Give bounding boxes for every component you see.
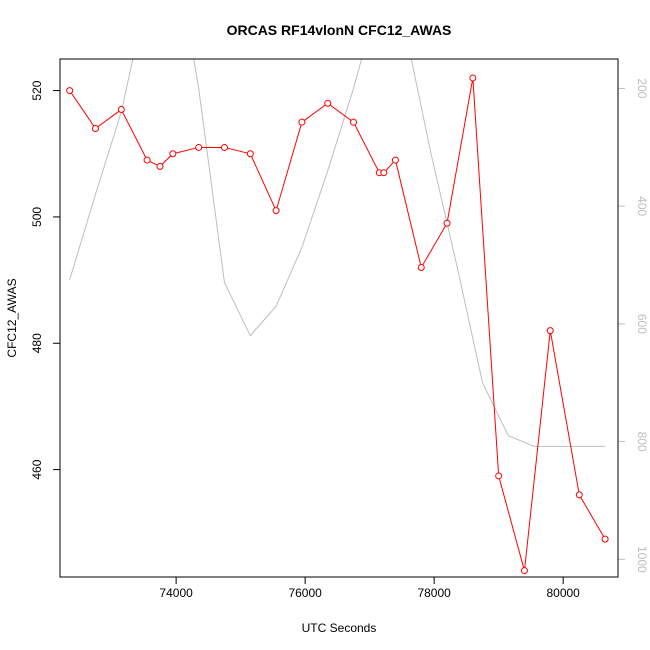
data-point: [546, 327, 554, 335]
data-point: [156, 162, 164, 170]
y-tick-label: 500: [30, 207, 44, 227]
plot-frame: [59, 58, 619, 578]
data-point: [443, 219, 451, 227]
x-tick-label: 74000: [159, 586, 193, 600]
data-point: [195, 143, 203, 151]
chart-title: ORCAS RF14vlonN CFC12_AWAS: [227, 22, 452, 38]
y-tick-label: 480: [30, 333, 44, 353]
primary-series: [66, 74, 609, 575]
data-point: [469, 74, 477, 82]
data-point: [220, 143, 228, 151]
data-point: [91, 124, 99, 132]
data-point: [272, 207, 280, 215]
data-point: [298, 118, 306, 126]
data-point: [324, 99, 332, 107]
y-axis: 460 480 500 520: [30, 80, 60, 480]
y-axis-label: CFC12_AWAS: [5, 278, 19, 357]
x-tick-label: 76000: [288, 586, 322, 600]
y-tick-label: 520: [30, 80, 44, 100]
x-tick-label: 80000: [546, 586, 580, 600]
y2-tick-label: 600: [635, 314, 649, 334]
data-point: [246, 150, 254, 158]
data-point: [117, 106, 125, 114]
y2-tick-label: 200: [635, 78, 649, 98]
y2-tick-label: 800: [635, 432, 649, 452]
y-tick-label: 460: [30, 459, 44, 479]
x-axis: 74000 76000 78000 80000: [159, 577, 580, 600]
secondary-series: [69, 59, 606, 447]
data-point: [417, 263, 425, 271]
data-point: [391, 156, 399, 164]
data-point: [495, 472, 503, 480]
secondary-series-line: [69, 59, 606, 447]
data-point: [350, 118, 358, 126]
data-point: [601, 535, 609, 543]
data-point: [66, 87, 74, 95]
data-point: [575, 491, 583, 499]
y2-tick-label: 400: [635, 196, 649, 216]
x-tick-label: 78000: [417, 586, 451, 600]
data-point: [520, 567, 528, 575]
x-axis-label: UTC Seconds: [302, 621, 377, 635]
primary-series-line: [69, 77, 606, 571]
secondary-y-axis: 200 400 600 800 1000: [618, 78, 649, 573]
data-point: [143, 156, 151, 164]
data-point: [380, 169, 388, 177]
data-point: [169, 150, 177, 158]
y2-tick-label: 1000: [635, 546, 649, 573]
